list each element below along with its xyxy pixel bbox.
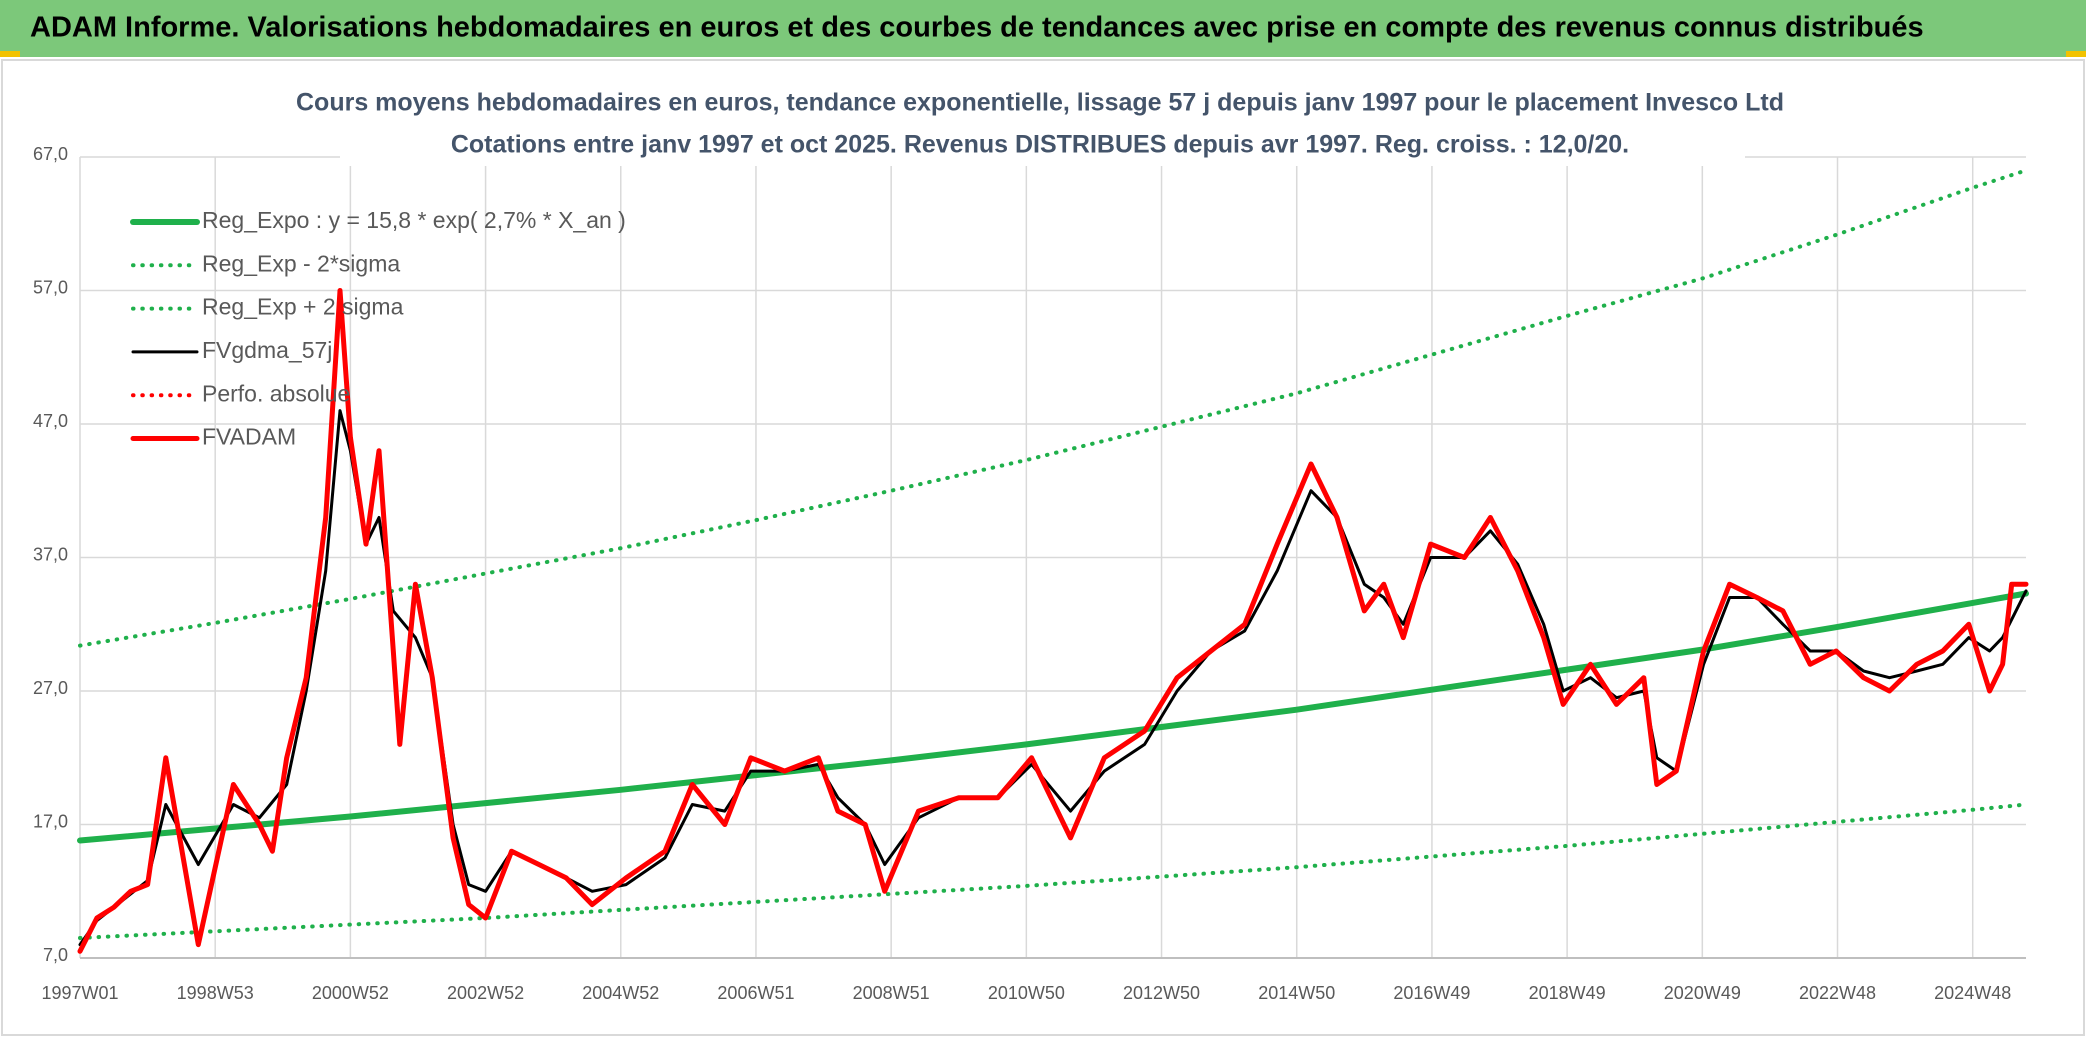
x-tick-label: 2004W52 [582,983,659,1003]
y-tick-label: 27,0 [33,678,68,698]
x-tick-label: 2022W48 [1799,983,1876,1003]
series-line [78,802,2028,940]
x-tick-label: 2018W49 [1529,983,1606,1003]
x-tick-label: 2024W48 [1934,983,2011,1003]
series-line [77,590,2029,844]
chart-frame [1,59,2085,1036]
x-tick-label: 2012W50 [1123,983,1200,1003]
x-tick-label: 2006W51 [717,983,794,1003]
series-line [77,288,2029,954]
x-tick-label: 2020W49 [1664,983,1741,1003]
header-accent [2066,51,2086,57]
legend: Reg_Expo : y = 15,8 * exp( 2,7% * X_an )… [130,207,626,450]
x-tick-label: 2016W49 [1393,983,1470,1003]
legend-label: Reg_Expo : y = 15,8 * exp( 2,7% * X_an ) [202,207,626,233]
x-tick-label: 2014W50 [1258,983,1335,1003]
y-tick-label: 57,0 [33,277,68,297]
y-tick-label: 7,0 [43,945,68,965]
x-tick-label: 1998W53 [177,983,254,1003]
title-box [340,84,1745,166]
y-tick-label: 67,0 [33,144,68,164]
x-tick-label: 2010W50 [988,983,1065,1003]
chart-subtitle: Cotations entre janv 1997 et oct 2025. R… [451,131,1629,159]
y-tick-label: 17,0 [33,811,68,831]
x-tick-label: 2008W51 [853,983,930,1003]
legend-label: Perfo. absolue [202,380,350,406]
header-accent [0,51,20,57]
header-band [0,0,2086,57]
x-tick-label: 2002W52 [447,983,524,1003]
y-tick-label: 37,0 [33,544,68,564]
legend-label: FVADAM [202,424,296,450]
legend-label: Reg_Exp + 2 sigma [202,294,404,320]
chart-title: Cours moyens hebdomadaires en euros, ten… [296,89,1784,117]
y-tick-label: 47,0 [33,411,68,431]
legend-label: Reg_Exp - 2*sigma [202,250,400,276]
grid: 7,0 17,0 27,0 37,0 47,0 57,0 67,0 1997W01 1998W5… [33,144,2026,1003]
x-tick-label: 2000W52 [312,983,389,1003]
legend-label: FVgdma_57j [202,337,332,363]
plot-area [77,168,2029,954]
header-title: ADAM Informe. Valorisations hebdomadaire… [30,12,1924,44]
x-tick-label: 1997W01 [41,983,118,1003]
